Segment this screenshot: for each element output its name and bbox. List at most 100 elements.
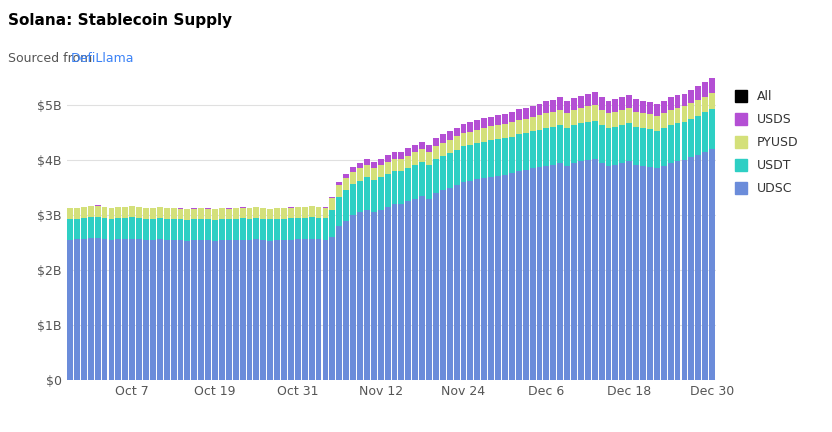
- Bar: [668, 163, 674, 380]
- Bar: [108, 208, 114, 219]
- Bar: [495, 139, 501, 176]
- Bar: [295, 218, 301, 239]
- Bar: [357, 213, 363, 380]
- Bar: [122, 239, 128, 380]
- Bar: [557, 97, 563, 110]
- Bar: [150, 240, 156, 380]
- Bar: [246, 219, 252, 240]
- Bar: [543, 101, 549, 113]
- Bar: [219, 240, 225, 380]
- Bar: [392, 171, 398, 204]
- Bar: [495, 115, 501, 125]
- Bar: [67, 208, 73, 219]
- Bar: [288, 207, 294, 219]
- Bar: [688, 158, 694, 380]
- Bar: [502, 114, 508, 124]
- Bar: [315, 207, 321, 218]
- Bar: [399, 171, 404, 204]
- Bar: [453, 137, 459, 150]
- Bar: [606, 166, 612, 380]
- Bar: [681, 122, 687, 160]
- Bar: [206, 240, 211, 380]
- Bar: [522, 108, 528, 119]
- Bar: [74, 219, 80, 239]
- Bar: [592, 105, 597, 121]
- Bar: [516, 109, 522, 120]
- Bar: [433, 138, 438, 146]
- Bar: [530, 106, 536, 117]
- Bar: [606, 113, 612, 128]
- Bar: [592, 92, 597, 105]
- Bar: [447, 140, 453, 153]
- Bar: [260, 209, 266, 219]
- Bar: [564, 101, 570, 113]
- Bar: [688, 103, 694, 119]
- Bar: [592, 121, 597, 159]
- Bar: [371, 213, 377, 380]
- Legend: All, USDS, PYUSD, USDT, UDSC: All, USDS, PYUSD, USDT, UDSC: [728, 84, 805, 201]
- Bar: [619, 125, 626, 163]
- Bar: [185, 219, 191, 241]
- Bar: [488, 177, 494, 380]
- Bar: [225, 209, 232, 219]
- Bar: [433, 193, 438, 380]
- Bar: [371, 180, 377, 213]
- Bar: [516, 171, 522, 380]
- Bar: [599, 110, 605, 125]
- Bar: [661, 128, 666, 166]
- Bar: [440, 156, 446, 191]
- Bar: [150, 208, 156, 219]
- Bar: [585, 106, 591, 122]
- Bar: [453, 128, 459, 137]
- Bar: [571, 98, 577, 110]
- Bar: [447, 153, 453, 188]
- Bar: [399, 159, 404, 171]
- Bar: [88, 206, 94, 217]
- Bar: [254, 218, 260, 239]
- Bar: [336, 182, 342, 185]
- Bar: [509, 122, 515, 137]
- Bar: [702, 112, 708, 152]
- Bar: [453, 150, 459, 185]
- Bar: [129, 217, 135, 238]
- Bar: [709, 93, 715, 109]
- Bar: [585, 94, 591, 106]
- Bar: [654, 104, 660, 116]
- Bar: [654, 116, 660, 131]
- Bar: [447, 188, 453, 380]
- Bar: [413, 199, 418, 380]
- Bar: [619, 110, 626, 125]
- Bar: [661, 113, 666, 128]
- Bar: [516, 120, 522, 134]
- Bar: [254, 207, 260, 218]
- Bar: [640, 113, 646, 128]
- Bar: [171, 208, 176, 219]
- Bar: [537, 130, 542, 167]
- Bar: [295, 239, 301, 380]
- Bar: [509, 173, 515, 380]
- Bar: [474, 121, 480, 130]
- Bar: [323, 219, 329, 240]
- Bar: [461, 133, 467, 146]
- Bar: [315, 218, 321, 239]
- Bar: [405, 156, 411, 168]
- Bar: [696, 86, 701, 100]
- Bar: [378, 210, 384, 380]
- Bar: [612, 127, 618, 165]
- Bar: [578, 95, 584, 108]
- Bar: [357, 181, 363, 213]
- Bar: [606, 128, 612, 166]
- Bar: [233, 219, 239, 240]
- Bar: [295, 207, 301, 218]
- Bar: [143, 208, 149, 219]
- Bar: [564, 113, 570, 128]
- Bar: [502, 175, 508, 380]
- Bar: [329, 210, 335, 237]
- Bar: [702, 82, 708, 97]
- Bar: [474, 179, 480, 380]
- Bar: [177, 209, 183, 219]
- Bar: [81, 207, 87, 218]
- Bar: [661, 166, 666, 380]
- Bar: [357, 163, 363, 168]
- Bar: [240, 219, 245, 240]
